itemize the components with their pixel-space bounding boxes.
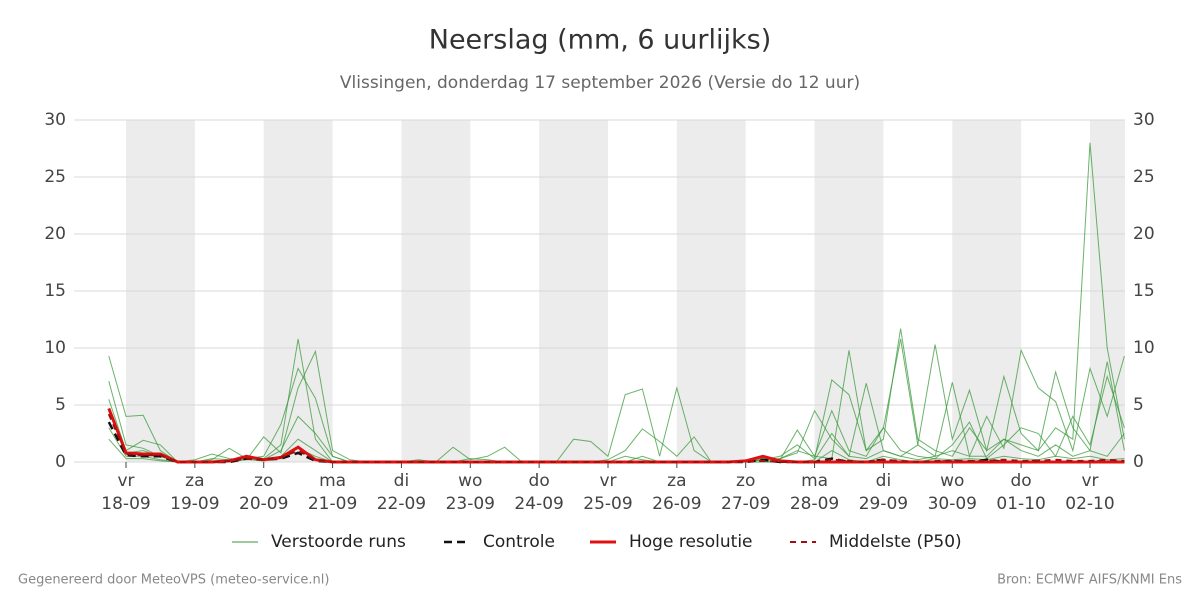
x-tick-label: 20-09	[239, 494, 288, 514]
x-tick-weekday: za	[185, 471, 204, 491]
x-tick-weekday: wo	[458, 471, 482, 491]
x-tick-label: 27-09	[721, 494, 770, 514]
y2-tick-label: 20	[1133, 224, 1155, 244]
x-tick-label: 02-10	[1065, 494, 1114, 514]
y2-tick-label: 25	[1133, 167, 1155, 187]
x-tick-weekday: zo	[254, 471, 273, 491]
x-tick-label: 25-09	[583, 494, 632, 514]
x-tick-weekday: di	[876, 471, 892, 491]
x-tick-label: 24-09	[514, 494, 563, 514]
x-tick-label: 01-10	[996, 494, 1045, 514]
y-tick-label: 30	[44, 110, 66, 130]
x-tick-label: 18-09	[101, 494, 150, 514]
y-tick-label: 10	[44, 338, 66, 358]
legend-label: Middelste (P50)	[829, 532, 962, 552]
x-tick-weekday: ma	[801, 471, 828, 491]
y2-tick-label: 15	[1133, 281, 1155, 301]
x-tick-label: 22-09	[377, 494, 426, 514]
footer-credit: Gegenereerd door MeteoVPS (meteo-service…	[18, 573, 329, 588]
x-tick-weekday: di	[394, 471, 410, 491]
legend-label: Controle	[483, 532, 555, 552]
x-tick-label: 19-09	[170, 494, 219, 514]
x-tick-weekday: do	[1011, 471, 1032, 491]
x-tick-label: 30-09	[928, 494, 977, 514]
y2-tick-label: 30	[1133, 110, 1155, 130]
x-tick-label: 23-09	[446, 494, 495, 514]
chart-subtitle: Vlissingen, donderdag 17 september 2026 …	[340, 73, 860, 93]
legend-label: Verstoorde runs	[271, 532, 406, 552]
x-tick-weekday: vr	[1081, 471, 1098, 491]
x-tick-weekday: za	[667, 471, 686, 491]
y-tick-label: 0	[55, 452, 66, 472]
y2-tick-label: 10	[1133, 338, 1155, 358]
legend-label: Hoge resolutie	[629, 532, 753, 552]
chart-title: Neerslag (mm, 6 uurlijks)	[429, 25, 771, 56]
x-tick-weekday: do	[529, 471, 550, 491]
x-tick-label: 26-09	[652, 494, 701, 514]
x-tick-weekday: vr	[599, 471, 616, 491]
y-tick-label: 25	[44, 167, 66, 187]
x-tick-label: 21-09	[308, 494, 357, 514]
ensemble-line	[108, 344, 1125, 463]
ensemble-line	[108, 338, 1125, 463]
y-tick-label: 15	[44, 281, 66, 301]
footer-source: Bron: ECMWF AIFS/KNMI Ens	[997, 573, 1182, 588]
y-tick-label: 20	[44, 224, 66, 244]
x-tick-weekday: vr	[117, 471, 134, 491]
y-tick-label: 5	[55, 395, 66, 415]
y2-tick-label: 5	[1133, 395, 1144, 415]
y2-tick-label: 0	[1133, 452, 1144, 472]
x-tick-label: 29-09	[859, 494, 908, 514]
series-line	[107, 413, 1125, 464]
x-tick-label: 28-09	[790, 494, 839, 514]
ensemble-line	[108, 374, 1125, 463]
x-tick-weekday: ma	[319, 471, 346, 491]
x-tick-weekday: wo	[940, 471, 964, 491]
x-tick-weekday: zo	[736, 471, 755, 491]
